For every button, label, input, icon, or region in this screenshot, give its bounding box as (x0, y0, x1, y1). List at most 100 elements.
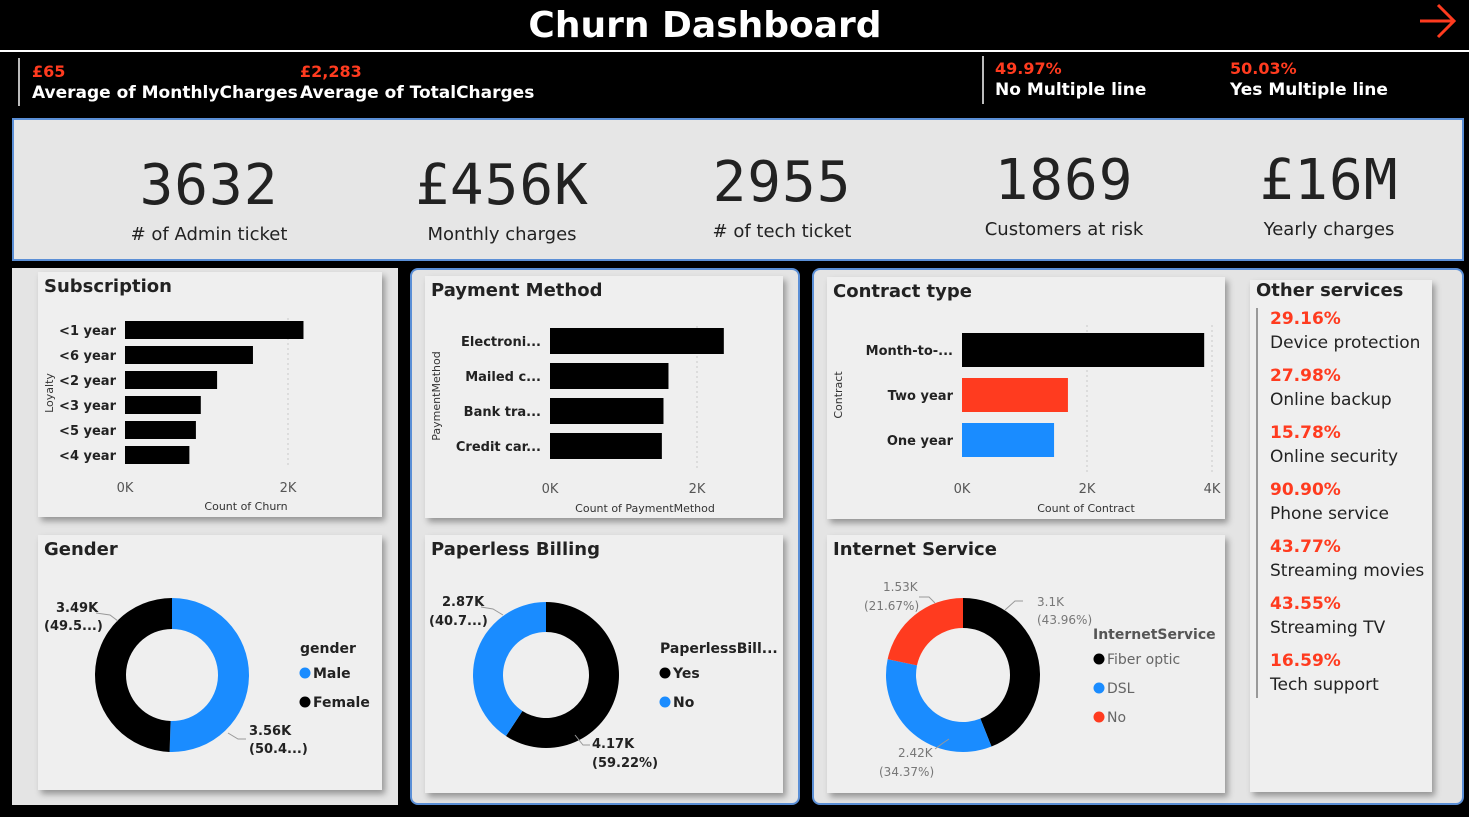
slice-label: 4.17K (592, 737, 635, 752)
legend-item[interactable]: Female (313, 695, 370, 711)
x-tick-label: 0K (542, 482, 559, 497)
internet-legend: Fiber optic DSL No (1093, 652, 1180, 726)
bar[interactable] (125, 321, 304, 339)
legend-item[interactable]: No (1107, 710, 1126, 726)
kpi-yearly-charges: £16M Yearly charges (1229, 153, 1429, 241)
y-axis-label: Contract (832, 371, 845, 419)
donut-slice[interactable] (169, 598, 249, 752)
donut-slice[interactable] (963, 598, 1040, 747)
other-services-card: Other services 29.16% Device protection … (1250, 280, 1432, 792)
service-name: Device protection (1270, 333, 1421, 353)
card-title: Other services (1256, 280, 1404, 301)
bar[interactable] (962, 423, 1055, 457)
service-item: 27.98% Online backup (1270, 366, 1392, 410)
legend-title: InternetService (1093, 627, 1216, 643)
kpi-caption: # of tech ticket (712, 221, 852, 242)
card-title: Payment Method (431, 280, 603, 301)
bar[interactable] (125, 421, 196, 439)
bar[interactable] (125, 396, 201, 414)
kpi-value: £2,283 (300, 62, 362, 81)
category-label: One year (887, 434, 954, 449)
slice-label: (59.22%) (592, 756, 658, 771)
slice-label: 2.42K (898, 746, 934, 760)
kpi-number: £456K (415, 153, 589, 218)
donut-slice[interactable] (473, 602, 546, 737)
legend-marker (659, 667, 671, 679)
page-title: Churn Dashboard (528, 5, 882, 46)
donut-slice[interactable] (887, 598, 963, 666)
legend-item[interactable]: Yes (672, 666, 700, 682)
kpi-caption: Monthly charges (427, 224, 577, 245)
service-item: 15.78% Online security (1270, 423, 1398, 467)
kpi-caption: Yearly charges (1263, 219, 1395, 240)
bar[interactable] (125, 371, 218, 389)
bar[interactable] (550, 433, 662, 459)
bar[interactable] (550, 398, 664, 424)
slice-label: (21.67%) (864, 599, 919, 613)
kpi-customers-at-risk: 1869 Customers at risk (964, 153, 1164, 241)
paperless-billing-card: Paperless Billing 2.87K (40.7...) 4.17K … (425, 535, 783, 793)
category-label: <6 year (59, 349, 117, 364)
gender-card: Gender 3.49K (49.5...) 3.56K (50.4...) g… (38, 535, 382, 790)
payment-method-card: Payment Method PaymentMethod 0K 2K Count… (425, 276, 783, 518)
service-percent: 43.55% (1270, 594, 1341, 614)
kpi-card-strip: 3632 # of Admin ticket £456K Monthly cha… (12, 118, 1464, 261)
kpi-value: 50.03% (1230, 59, 1297, 78)
bar[interactable] (125, 346, 253, 364)
category-label: Mailed c... (465, 370, 541, 385)
kpi-divider (982, 56, 984, 104)
service-percent: 90.90% (1270, 480, 1341, 500)
x-axis-label: Count of PaymentMethod (575, 502, 715, 515)
service-item: 16.59% Tech support (1270, 651, 1379, 695)
donut-slice[interactable] (886, 659, 992, 752)
service-percent: 15.78% (1270, 423, 1341, 443)
legend-item[interactable]: Fiber optic (1107, 652, 1180, 668)
service-name: Streaming TV (1270, 618, 1386, 638)
services-accent-line (1256, 308, 1258, 698)
legend-item[interactable]: Male (313, 666, 351, 682)
kpi-label: Yes Multiple line (1230, 80, 1388, 100)
kpi-caption: # of Admin ticket (130, 224, 288, 245)
bar[interactable] (962, 378, 1068, 412)
category-label: <4 year (59, 449, 117, 464)
service-item: 43.77% Streaming movies (1270, 537, 1424, 581)
kpi-value: £65 (32, 62, 66, 81)
category-label: Credit car... (456, 440, 541, 455)
card-title: Subscription (44, 276, 172, 297)
slice-label: 3.49K (56, 601, 99, 616)
x-tick-label: 2K (689, 482, 706, 497)
gender-legend: Male Female (299, 666, 370, 711)
contract-type-card: Contract type Contract 0K 2K 4K Count of… (827, 277, 1225, 519)
arrow-right-icon[interactable] (1416, 2, 1460, 40)
category-label: Month-to-... (866, 344, 953, 359)
category-label: Electroni... (461, 335, 541, 350)
slice-label: 2.87K (442, 595, 485, 610)
kpi-number: 3632 (139, 153, 279, 218)
category-label: <3 year (59, 399, 117, 414)
kpi-number: 2955 (712, 150, 852, 215)
x-tick-label: 0K (954, 482, 971, 497)
service-percent: 27.98% (1270, 366, 1341, 386)
card-title: Gender (44, 539, 118, 560)
bar[interactable] (550, 363, 669, 389)
bar[interactable] (962, 333, 1205, 367)
subscription-bars: <1 year <6 year <2 year <3 year <5 year <4 ye… (59, 321, 304, 464)
service-name: Phone service (1270, 504, 1389, 524)
subscription-card: Subscription Loyalty 0K 2K Count of Chur… (38, 272, 382, 517)
legend-item[interactable]: No (673, 695, 695, 711)
kpi-no-multiple-line: 49.97% No Multiple line (995, 59, 1146, 100)
donut-slice[interactable] (94, 598, 172, 752)
bar[interactable] (125, 446, 190, 464)
slice-label: 3.1K (1037, 595, 1065, 609)
legend-item[interactable]: DSL (1107, 681, 1135, 697)
kpi-caption: Customers at risk (984, 219, 1144, 240)
donut-slice[interactable] (505, 602, 619, 748)
service-name: Online backup (1270, 390, 1392, 410)
internet-service-card: Internet Service 1.53K (21.67%) 3.1K (43… (827, 535, 1225, 793)
kpi-yes-multiple-line: 50.03% Yes Multiple line (1230, 59, 1388, 100)
service-item: 90.90% Phone service (1270, 480, 1389, 524)
bar[interactable] (550, 328, 724, 354)
x-tick-label: 0K (117, 481, 134, 496)
category-label: Two year (888, 389, 954, 404)
y-axis-label: PaymentMethod (430, 351, 443, 440)
